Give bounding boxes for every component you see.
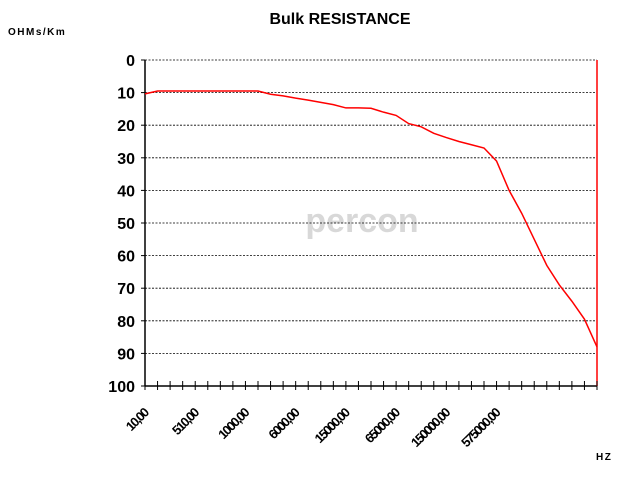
x-tick-label: 575000,00 <box>458 405 503 450</box>
x-tick-label: 15000,00 <box>312 405 353 446</box>
x-tick-label: 510,00 <box>169 405 202 438</box>
x-axis-label: HZ <box>596 452 612 463</box>
y-axis-label: OHMs/Km <box>8 27 66 38</box>
y-tick-label: 40 <box>117 183 135 200</box>
y-tick-label: 0 <box>126 53 135 70</box>
y-tick-label: 60 <box>117 249 135 266</box>
watermark: percon <box>305 202 418 240</box>
x-tick-label: 10,00 <box>123 405 152 434</box>
y-tick-label: 90 <box>117 346 135 363</box>
y-tick-label: 10 <box>117 86 135 103</box>
chart-title: Bulk RESISTANCE <box>269 11 410 28</box>
x-tick-label: 150000,00 <box>408 405 453 450</box>
y-tick-label: 100 <box>108 379 135 396</box>
y-tick-label: 80 <box>117 314 135 331</box>
y-tick-label: 70 <box>117 281 135 298</box>
line-series <box>144 90 598 348</box>
x-tick-label: 1000,00 <box>215 405 252 442</box>
y-tick-label: 20 <box>117 118 135 135</box>
y-tick-label: 50 <box>117 216 135 233</box>
y-tick-label: 30 <box>117 151 135 168</box>
x-tick-label: 6000,00 <box>265 405 302 442</box>
x-tick-label: 65000,00 <box>362 405 403 446</box>
